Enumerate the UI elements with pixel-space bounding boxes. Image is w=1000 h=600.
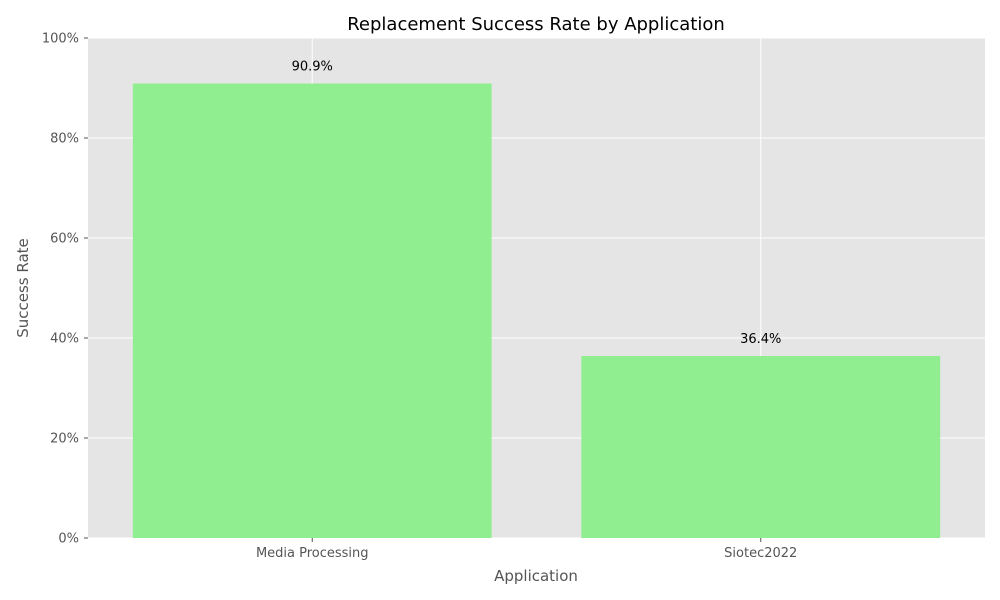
chart-title: Replacement Success Rate by Application: [347, 14, 725, 35]
y-tick-label: 80%: [50, 132, 79, 147]
bar-value-label: 36.4%: [740, 332, 781, 347]
x-tick-label: Media Processing: [256, 546, 369, 561]
data-labels-group: 90.9% 36.4%: [292, 60, 782, 348]
y-tick-label: 20%: [50, 432, 79, 447]
y-tick-label: 100%: [42, 32, 79, 47]
y-axis-ticks: 0% 20% 40% 60% 80% 100%: [42, 32, 88, 547]
bar: [581, 356, 941, 538]
bar-value-label: 90.9%: [292, 60, 333, 75]
bar: [132, 83, 492, 538]
x-tick-label: Siotec2022: [724, 546, 797, 561]
y-tick-label: 60%: [50, 232, 79, 247]
bars-group: [132, 83, 941, 538]
x-axis-label: Application: [494, 567, 578, 585]
y-tick-label: 40%: [50, 332, 79, 347]
x-axis-ticks: Media Processing Siotec2022: [256, 538, 797, 561]
y-axis-label: Success Rate: [14, 238, 32, 338]
y-tick-label: 0%: [58, 532, 79, 547]
